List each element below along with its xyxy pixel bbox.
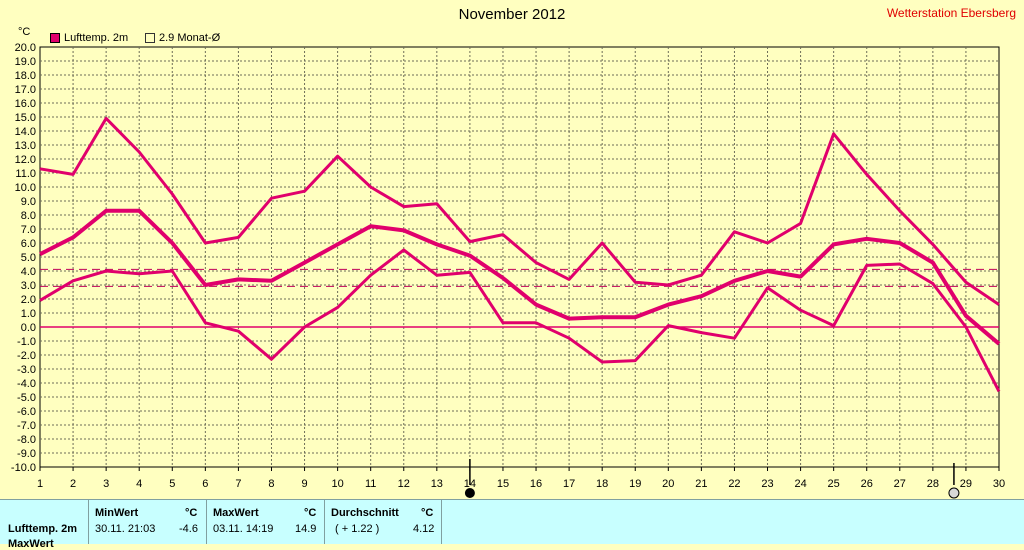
y-tick-label: 11.0 [15,168,36,180]
max-timestamp: 03.11. 14:19 [213,523,274,535]
x-tick-label: 20 [662,478,674,490]
x-tick-label: 9 [301,478,307,490]
x-tick-label: 1 [37,478,43,490]
stats-footer: Lufttemp. 2m MaxWert MinWert °C 30.11. 2… [0,499,1024,550]
x-tick-label: 12 [398,478,410,490]
min-value: -4.6 [179,523,198,535]
y-tick-label: 6.0 [21,238,36,250]
x-tick-label: 23 [761,478,773,490]
y-tick-label: 20.0 [15,42,36,54]
x-tick-label: 24 [794,478,806,490]
legend-label-air-temp: Lufttemp. 2m [64,32,129,44]
new-moon-icon [464,488,475,498]
min-timestamp: 30.11. 21:03 [95,523,156,535]
x-tick-label: 4 [136,478,142,490]
y-tick-label: -4.0 [17,378,36,390]
y-tick-label: 7.0 [21,224,36,236]
chart-title: November 2012 [458,6,566,23]
x-tick-label: 18 [596,478,608,490]
y-tick-label: 3.0 [21,280,36,292]
legend-swatch-empty [145,33,155,43]
y-tick-label: 8.0 [21,210,36,222]
series-line-mean [39,208,1001,346]
x-tick-label: 30 [993,478,1005,490]
x-tick-label: 11 [365,478,376,490]
legend-item-monthly-avg: 2.9 Monat-Ø [145,32,220,44]
x-tick-label: 28 [927,478,939,490]
legend-label-monthly-avg: 2.9 Monat-Ø [159,32,221,44]
max-unit: °C [304,507,317,519]
avg-unit: °C [421,507,434,519]
avg-delta: ( + 1.22 ) [335,523,380,535]
y-tick-label: 9.0 [21,196,36,208]
min-header: MinWert [95,507,139,519]
avg-value: 4.12 [413,523,435,535]
x-tick-label: 10 [331,478,343,490]
y-tick-label: 12.0 [15,154,36,166]
temperature-chart: 20.019.018.017.016.015.014.013.012.011.0… [11,42,1005,499]
x-tick-label: 26 [861,478,873,490]
y-axis-unit: °C [18,26,31,38]
x-tick-label: 15 [497,478,509,490]
y-tick-label: -10.0 [11,462,36,474]
max-value: 14.9 [295,523,317,535]
x-tick-label: 16 [530,478,542,490]
min-unit: °C [185,507,198,519]
x-tick-label: 25 [828,478,840,490]
y-tick-label: 4.0 [21,266,36,278]
footer-divider [88,500,89,544]
y-tick-label: 13.0 [15,140,36,152]
y-tick-label: 18.0 [15,70,36,82]
y-tick-label: 17.0 [15,84,36,96]
x-tick-label: 7 [235,478,241,490]
footer-divider [441,500,442,544]
full-moon-icon [948,487,960,499]
x-tick-label: 21 [695,478,707,490]
y-tick-label: 0.0 [21,322,36,334]
series-line-max [39,116,1000,306]
y-tick-label: -2.0 [17,350,36,362]
footer-divider [206,500,207,544]
footer-divider [324,500,325,544]
y-tick-label: -8.0 [17,434,36,446]
max-header: MaxWert [213,507,259,519]
x-tick-label: 8 [268,478,274,490]
y-tick-label: 15.0 [15,112,36,124]
x-tick-label: 13 [431,478,443,490]
x-tick-label: 22 [728,478,740,490]
footer-row-label-2: MaxWert [8,538,54,550]
avg-header: Durchschnitt [331,507,399,519]
x-tick-label: 6 [202,478,208,490]
y-tick-label: -6.0 [17,406,36,418]
y-tick-label: 19.0 [15,56,36,68]
x-tick-label: 2 [70,478,76,490]
series-line-min [39,248,1001,393]
footer-row-label: Lufttemp. 2m [8,523,78,535]
y-tick-label: 16.0 [15,98,36,110]
y-tick-label: 1.0 [21,308,36,320]
x-tick-label: 29 [960,478,972,490]
y-tick-label: -5.0 [17,392,36,404]
y-tick-label: -7.0 [17,420,36,432]
x-tick-label: 19 [629,478,641,490]
x-tick-label: 27 [894,478,906,490]
y-tick-label: -9.0 [17,448,36,460]
y-tick-label: -1.0 [17,336,36,348]
y-tick-label: 10.0 [15,182,36,194]
y-tick-label: -3.0 [17,364,36,376]
x-tick-label: 5 [169,478,175,490]
y-tick-label: 5.0 [21,252,36,264]
station-name: Wetterstation Ebersberg [886,6,1016,20]
y-tick-label: 2.0 [21,294,36,306]
x-tick-label: 3 [103,478,109,490]
legend-swatch-filled [50,33,60,43]
x-tick-label: 17 [563,478,575,490]
y-tick-label: 14.0 [15,126,36,138]
legend-item-air-temp: Lufttemp. 2m [50,32,128,44]
